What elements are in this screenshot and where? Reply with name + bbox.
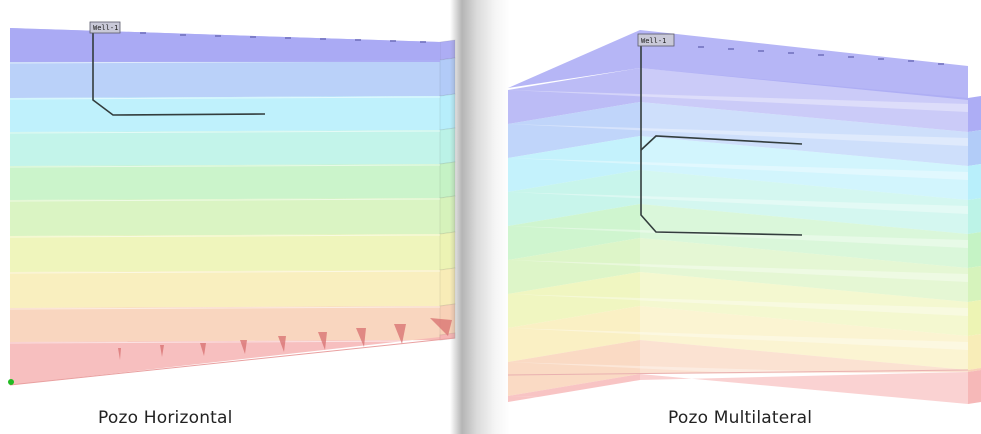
top-surface — [10, 28, 440, 62]
horizontal-well-model: Well-1 — [8, 21, 456, 386]
layer-face — [640, 272, 968, 336]
layer-boundary — [508, 90, 968, 112]
multilateral-well-model: Well-1 — [507, 30, 981, 418]
layer-boundary — [508, 294, 968, 316]
layer-boundary — [9, 340, 441, 344]
layer-face — [10, 270, 440, 308]
layer-wedge — [508, 340, 640, 396]
layer-boundary — [508, 260, 968, 282]
layer-wedge — [508, 374, 640, 402]
multilateral-well-path — [640, 45, 803, 236]
layer-wedge — [508, 238, 640, 294]
layer-boundary — [508, 124, 968, 146]
base-edge — [507, 369, 969, 376]
layer-boundary — [508, 192, 968, 214]
layer-boundary — [9, 306, 441, 310]
layer-face — [10, 306, 440, 342]
layer-face — [640, 102, 968, 166]
layer-boundary — [9, 96, 441, 100]
bottom-surface-ticks — [118, 318, 452, 360]
layer-face — [640, 68, 968, 132]
layer-face — [10, 198, 440, 236]
layer-boundary — [9, 270, 441, 274]
layer-face — [10, 130, 440, 166]
top-surface-ticks — [140, 32, 426, 43]
layer-side — [968, 164, 981, 200]
layer-face — [10, 60, 440, 98]
layer-boundary — [9, 164, 441, 168]
layer-boundary — [508, 158, 968, 180]
layer-face — [640, 136, 968, 200]
layer-wedge — [508, 272, 640, 328]
layer-face — [640, 204, 968, 268]
well-tag-label: Well-1 — [641, 37, 666, 45]
layer-wedge — [508, 204, 640, 260]
layer-face — [640, 238, 968, 302]
layer-side — [968, 130, 981, 166]
layer-face — [640, 170, 968, 234]
layer-face — [10, 337, 440, 385]
layer-side — [968, 370, 981, 404]
layer-boundary — [508, 226, 968, 248]
layer-boundary — [9, 26, 441, 30]
origin-marker — [8, 379, 14, 385]
multilateral-well-panel: Well-1 Pozo Multilateral — [490, 0, 981, 434]
well-tag-box — [89, 21, 121, 34]
layer-side — [968, 334, 981, 370]
layer-boundary — [508, 396, 968, 418]
layer-wedge — [508, 306, 640, 362]
layer-wedge — [508, 102, 640, 158]
well-tag-label: Well-1 — [93, 24, 118, 32]
top-surface — [508, 30, 968, 100]
layer-face — [640, 372, 968, 404]
layer-wedge — [508, 170, 640, 226]
layer-wedge — [508, 136, 640, 192]
layer-face — [10, 164, 440, 200]
layer-boundary — [9, 130, 441, 134]
layer-boundary — [508, 328, 968, 350]
layer-face — [640, 340, 968, 374]
top-surface-ticks — [698, 46, 944, 65]
layer-face — [640, 306, 968, 370]
layer-wedge — [508, 68, 640, 124]
horizontal-well-path — [92, 30, 266, 116]
layer-stack — [9, 26, 456, 386]
layer-side — [968, 198, 981, 234]
layer-stack — [507, 30, 981, 418]
layer-side — [968, 368, 981, 372]
layer-boundary — [9, 198, 441, 202]
layer-side — [968, 300, 981, 336]
panel-divider — [450, 0, 510, 434]
well-tag-box — [637, 33, 675, 47]
base-edge — [9, 337, 456, 386]
layer-side — [968, 266, 981, 302]
layer-side — [968, 96, 981, 132]
horizontal-well-caption: Pozo Horizontal — [98, 408, 233, 428]
layer-side — [968, 232, 981, 268]
layer-boundary — [9, 234, 441, 238]
horizontal-well-panel: Well-1 Pozo Horizontal — [0, 0, 460, 434]
multilateral-well-caption: Pozo Multilateral — [668, 408, 813, 428]
layer-face — [10, 234, 440, 272]
